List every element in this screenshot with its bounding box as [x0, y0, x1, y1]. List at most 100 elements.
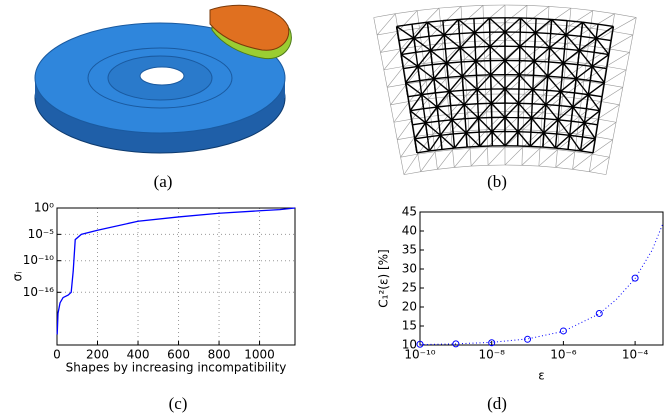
mesh-edge	[401, 46, 422, 49]
mesh-edge	[483, 5, 484, 23]
mesh-edge	[547, 76, 548, 90]
mesh-edge	[623, 70, 626, 87]
mesh-edge	[559, 91, 560, 105]
mesh-edge	[594, 38, 596, 52]
x-tick-label: 10⁻⁸	[478, 348, 505, 362]
mesh-edge	[562, 63, 563, 77]
mesh-edge	[422, 93, 436, 95]
mesh-edge	[552, 19, 566, 34]
y-tick-label: 10⁻⁵	[28, 227, 55, 241]
mesh-edge	[394, 101, 410, 122]
mesh-edge	[444, 35, 445, 49]
mesh-edge	[445, 48, 460, 49]
x-tick-label: 600	[167, 348, 190, 362]
mesh-edge	[467, 76, 486, 95]
mesh-edge	[475, 18, 490, 33]
mesh-edge	[595, 137, 613, 140]
mesh-edge	[429, 36, 431, 50]
mesh-edge	[455, 133, 467, 148]
mesh-edge	[571, 121, 584, 123]
mesh-edge	[630, 35, 633, 52]
mesh-edge	[521, 18, 537, 19]
mesh-edge	[546, 105, 558, 120]
mesh-edge	[579, 50, 594, 52]
mesh-edge	[469, 130, 487, 131]
y-tick-label: 10⁻¹⁶	[23, 285, 54, 299]
mesh-edge	[377, 14, 395, 35]
x-axis-label: ε	[538, 369, 545, 383]
mesh-edge	[476, 75, 477, 89]
series-line	[57, 208, 295, 334]
mesh-edge	[523, 130, 541, 131]
mesh-edge	[548, 62, 549, 76]
plot-frame	[420, 212, 663, 345]
mesh-edge	[532, 104, 546, 105]
mesh-edge	[452, 105, 464, 120]
chart: 10⁰10⁻⁵10⁻¹⁰10⁻¹⁶02004006008001000Shapes…	[11, 201, 296, 375]
y-axis-label: C₁²(ε) [%]	[377, 249, 391, 307]
mesh-edge	[530, 132, 531, 146]
mesh-edge	[418, 65, 432, 67]
mesh-edge	[427, 135, 440, 137]
x-tick-label: 200	[86, 348, 109, 362]
figure: (a) (b) (c) (d) 10⁰10⁻⁵10⁻¹⁰10⁻¹⁶0200400…	[0, 0, 666, 419]
mesh-edge	[583, 22, 598, 24]
mesh-edge	[478, 118, 479, 132]
mesh-edge	[535, 47, 550, 48]
mesh-edge	[490, 32, 505, 46]
mesh-edge	[626, 52, 629, 69]
mesh-edge	[534, 61, 549, 62]
mesh-edge	[536, 19, 552, 20]
mesh-edge	[519, 75, 533, 90]
mesh-edge	[453, 133, 466, 134]
mesh-edge	[520, 32, 535, 33]
mesh-edge	[465, 118, 478, 119]
mesh-edge	[521, 18, 536, 33]
mesh-edge	[588, 46, 609, 49]
mesh-edge	[487, 147, 488, 165]
mesh-edge	[582, 81, 584, 99]
mesh-edge	[380, 52, 383, 69]
mesh-edge	[577, 116, 579, 134]
mesh-edge	[612, 18, 636, 32]
mesh-edge	[466, 133, 467, 147]
mesh-edge	[571, 107, 573, 121]
mesh-edge	[549, 48, 550, 62]
mesh-edge	[452, 119, 465, 120]
mesh-edge	[458, 19, 459, 33]
mesh-edge	[522, 147, 523, 165]
mesh-edge	[535, 19, 536, 33]
mesh-edge	[466, 132, 479, 133]
mesh-edge	[419, 8, 439, 28]
mesh-edge	[531, 118, 532, 132]
mesh-edge	[561, 79, 576, 92]
mesh-edge	[464, 105, 478, 118]
mesh-edge	[466, 76, 486, 77]
mesh-edge	[534, 61, 535, 75]
mesh-edge	[391, 105, 394, 122]
mesh-edge	[535, 33, 536, 47]
mesh-edge	[612, 31, 633, 35]
mesh-edge	[391, 101, 410, 104]
mesh-edge	[573, 154, 593, 169]
mesh-edge	[447, 62, 462, 63]
mesh-edge	[443, 19, 459, 20]
mesh-edge	[579, 36, 581, 50]
mesh-edge	[476, 61, 491, 75]
mesh-edge	[568, 149, 581, 151]
y-tick-label: 25	[402, 281, 417, 295]
disk-render	[35, 5, 291, 153]
mesh-edge	[533, 90, 547, 91]
mesh-edge	[609, 49, 630, 53]
mesh-edge	[531, 132, 544, 133]
mesh-edge	[530, 146, 543, 147]
mesh-edge	[432, 65, 434, 79]
mesh-edge	[397, 140, 400, 157]
mesh-edge	[532, 90, 533, 104]
mesh-edge	[444, 34, 459, 35]
mesh-edge	[535, 33, 550, 34]
mesh-edge	[533, 76, 548, 89]
y-tick-label: 10⁻¹⁰	[23, 253, 54, 267]
mesh-edge	[447, 63, 448, 77]
mesh-edge	[458, 19, 474, 32]
